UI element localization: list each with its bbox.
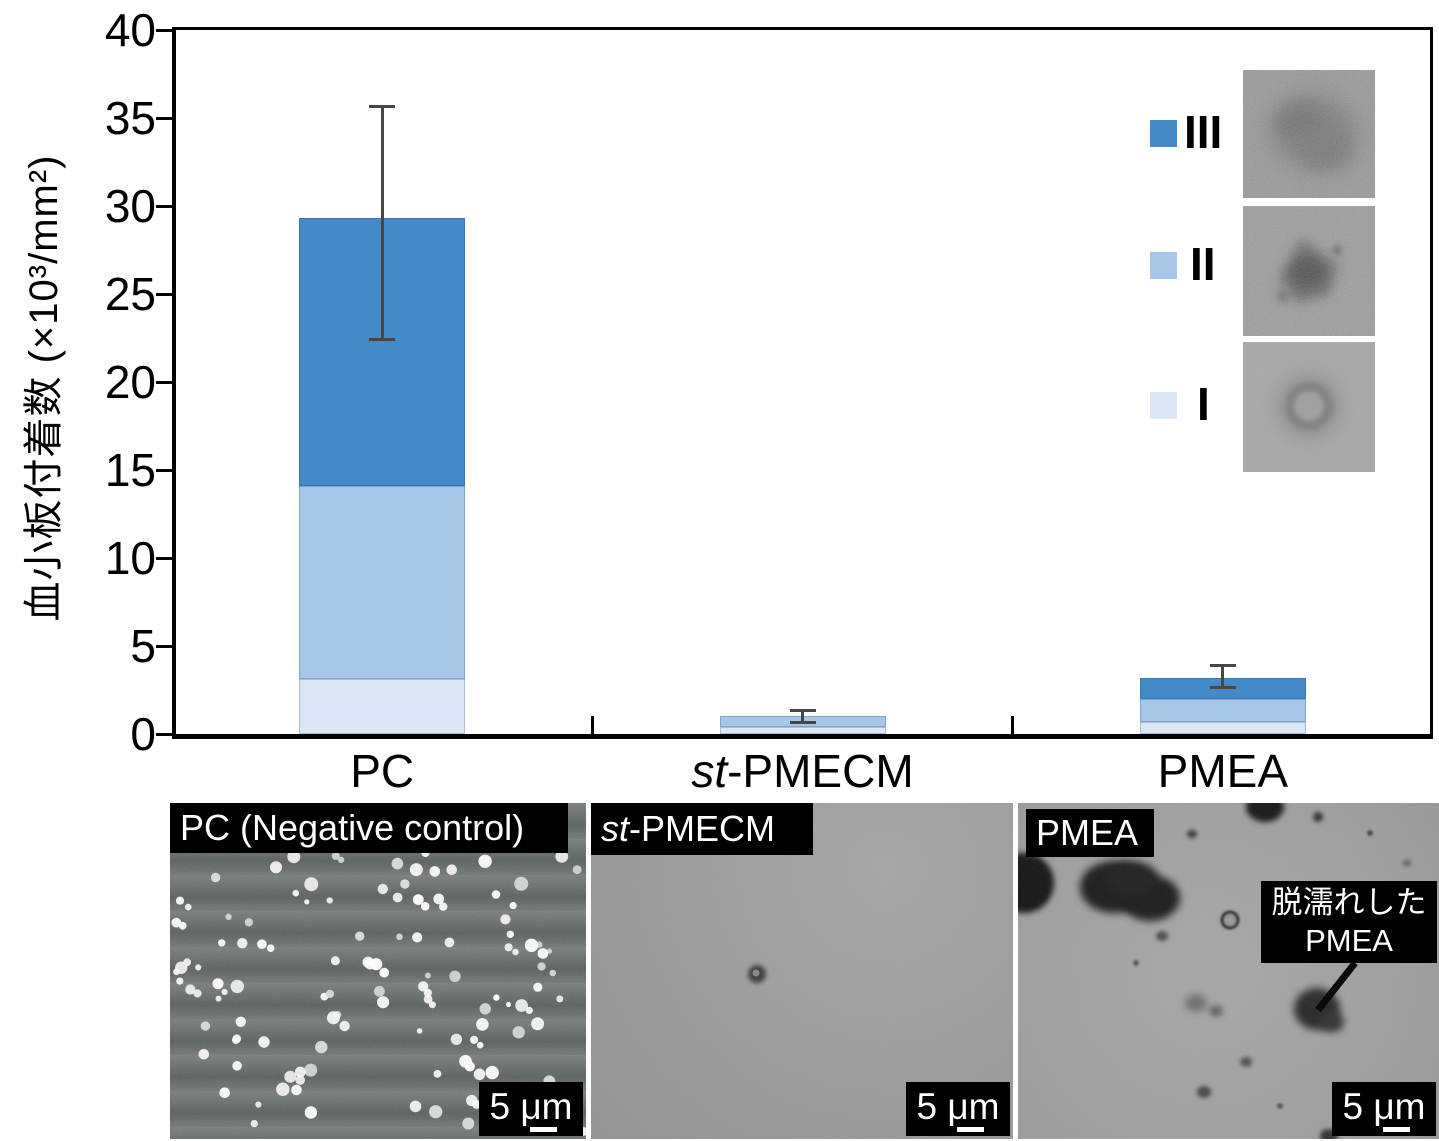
y-tick-label: 40: [104, 4, 156, 56]
legend-swatch-i: [1150, 392, 1177, 419]
y-tick-label: 5: [130, 620, 156, 672]
bar-st-PMECM-segment-I: [719, 726, 886, 734]
panel-label-text: PC (Negative control): [180, 807, 525, 848]
scale-bar-label: 5 μm: [489, 1086, 573, 1127]
sem-image-st-pmecm: st -PMECM 5 μm: [591, 803, 1013, 1139]
annotation-pointer-line: [1315, 960, 1358, 1013]
scale-bar: 5 μm: [1332, 1082, 1436, 1136]
panel-label-italic: st: [601, 808, 630, 849]
legend-label-iii: III: [1184, 106, 1223, 158]
scale-bar-label: 5 μm: [1342, 1086, 1426, 1127]
error-bar-PMEA: [1221, 665, 1225, 689]
legend-thumb-spread-platelet-micrograph: [1243, 70, 1375, 198]
error-bar-cap-bottom-PMEA: [1209, 686, 1236, 690]
error-bar-cap-top-PC: [369, 104, 396, 108]
y-axis-tick: [156, 644, 172, 648]
sem-image-pc: PC (Negative control) 5 μm: [170, 803, 586, 1139]
y-axis-tick: [156, 28, 172, 32]
bar-PC-segment-II: [299, 485, 466, 680]
y-axis-tick: [156, 204, 172, 208]
y-axis-tick: [156, 556, 172, 560]
y-tick-label: 20: [104, 356, 156, 408]
error-bar-cap-top-PMEA: [1209, 664, 1236, 668]
y-tick-label: 0: [130, 708, 156, 760]
scale-bar-label: 5 μm: [916, 1086, 1000, 1127]
error-bar-cap-bottom-st-PMECM: [789, 721, 816, 725]
bar-PC-segment-I: [299, 679, 466, 734]
x-axis-tick: [1011, 716, 1015, 734]
x-category-label: st-PMECM: [691, 745, 914, 797]
scale-bar: 5 μm: [906, 1082, 1010, 1136]
y-axis-tick: [156, 468, 172, 472]
panel-label-text: PMEA: [1036, 812, 1139, 853]
annotation-dewetted-pmea: 脱濡れした PMEA: [1261, 881, 1437, 963]
panel-label-pmea: PMEA: [1026, 809, 1154, 857]
y-tick-label: 10: [104, 532, 156, 584]
scale-bar-line: [1383, 1127, 1410, 1132]
annotation-line2: PMEA: [1305, 923, 1393, 958]
error-bar-st-PMECM: [801, 710, 804, 724]
y-axis-tick: [156, 292, 172, 296]
y-tick-label: 15: [104, 444, 156, 496]
y-axis-tick: [156, 732, 172, 736]
panel-label-st-pmecm: st -PMECM: [591, 803, 813, 855]
legend-swatch-iii: [1150, 120, 1177, 147]
error-bar-PC: [380, 105, 384, 340]
error-bar-cap-bottom-PC: [369, 337, 396, 341]
y-axis-tick: [156, 116, 172, 120]
bar-PMEA-segment-I: [1139, 721, 1306, 734]
y-tick-label: 25: [104, 268, 156, 320]
bar-PMEA-segment-II: [1139, 698, 1306, 722]
scale-bar-line: [530, 1127, 557, 1132]
legend-swatch-ii: [1150, 252, 1177, 279]
legend-thumb-pseudopodia-platelet-micrograph: [1243, 206, 1375, 336]
legend-label-i: I: [1197, 378, 1210, 430]
x-category-label: PMEA: [1157, 745, 1289, 797]
y-tick-label: 30: [104, 180, 156, 232]
legend-thumb-round-platelet-micrograph: [1243, 342, 1375, 472]
error-bar-cap-top-st-PMECM: [789, 709, 816, 713]
legend-label-ii: II: [1190, 238, 1216, 290]
panel-label-text: -PMECM: [629, 808, 776, 849]
x-axis-tick: [590, 716, 594, 734]
annotation-line1: 脱濡れした: [1271, 885, 1427, 920]
y-tick-label: 35: [104, 92, 156, 144]
panel-label-pc: PC (Negative control): [170, 803, 568, 853]
scale-bar-line: [957, 1127, 984, 1132]
x-category-label: PC: [350, 745, 415, 797]
scale-bar: 5 μm: [479, 1082, 583, 1136]
y-axis-tick: [156, 380, 172, 384]
sem-image-pmea: PMEA 脱濡れした PMEA 5 μm: [1018, 803, 1439, 1139]
